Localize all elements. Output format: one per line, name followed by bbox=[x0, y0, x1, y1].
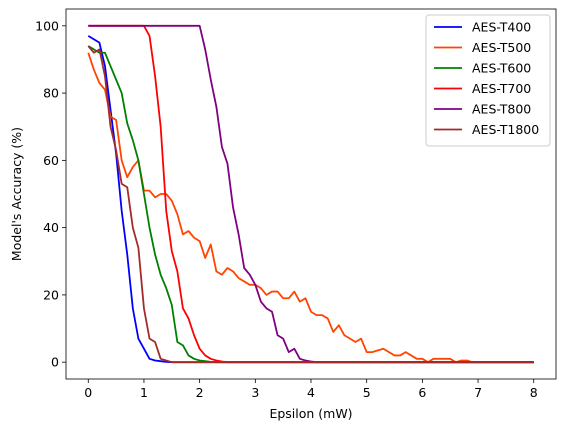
x-axis-ticks: 0 1 2 3 4 5 6 7 8 bbox=[84, 379, 538, 400]
x-tick-label: 7 bbox=[474, 385, 482, 400]
y-axis-ticks: 0 20 40 60 80 100 bbox=[35, 18, 66, 370]
legend-label: AES-T800 bbox=[472, 102, 531, 117]
x-tick-label: 3 bbox=[251, 385, 259, 400]
y-tick-label: 60 bbox=[43, 153, 59, 168]
x-tick-label: 5 bbox=[363, 385, 371, 400]
series-line-aes-t400 bbox=[87, 35, 534, 364]
legend-label: AES-T400 bbox=[472, 20, 531, 35]
series-line-aes-t1800 bbox=[87, 45, 534, 364]
series-line-aes-t500 bbox=[87, 52, 534, 364]
legend-label: AES-T600 bbox=[472, 61, 531, 76]
x-tick-label: 2 bbox=[196, 385, 204, 400]
x-tick-label: 6 bbox=[418, 385, 426, 400]
series-line-aes-t700 bbox=[88, 24, 534, 364]
y-axis-label: Model's Accuracy (%) bbox=[9, 127, 24, 261]
y-tick-label: 40 bbox=[43, 220, 59, 235]
x-axis-label: Epsilon (mW) bbox=[269, 406, 352, 421]
legend: AES-T400 AES-T500 AES-T600 AES-T700 AES-T800… bbox=[425, 14, 551, 147]
y-tick-label: 80 bbox=[43, 86, 59, 101]
y-tick-label: 20 bbox=[43, 287, 59, 302]
x-tick-label: 4 bbox=[307, 385, 315, 400]
series-line-aes-t800 bbox=[88, 24, 534, 364]
y-tick-label: 100 bbox=[35, 18, 59, 33]
legend-label: AES-T500 bbox=[472, 40, 531, 55]
x-tick-label: 8 bbox=[530, 385, 538, 400]
y-tick-label: 0 bbox=[51, 355, 59, 370]
legend-label: AES-T700 bbox=[472, 81, 531, 96]
legend-label: AES-T1800 bbox=[472, 122, 539, 137]
x-tick-label: 1 bbox=[140, 385, 148, 400]
plot-lines bbox=[87, 24, 534, 364]
x-tick-label: 0 bbox=[84, 385, 92, 400]
